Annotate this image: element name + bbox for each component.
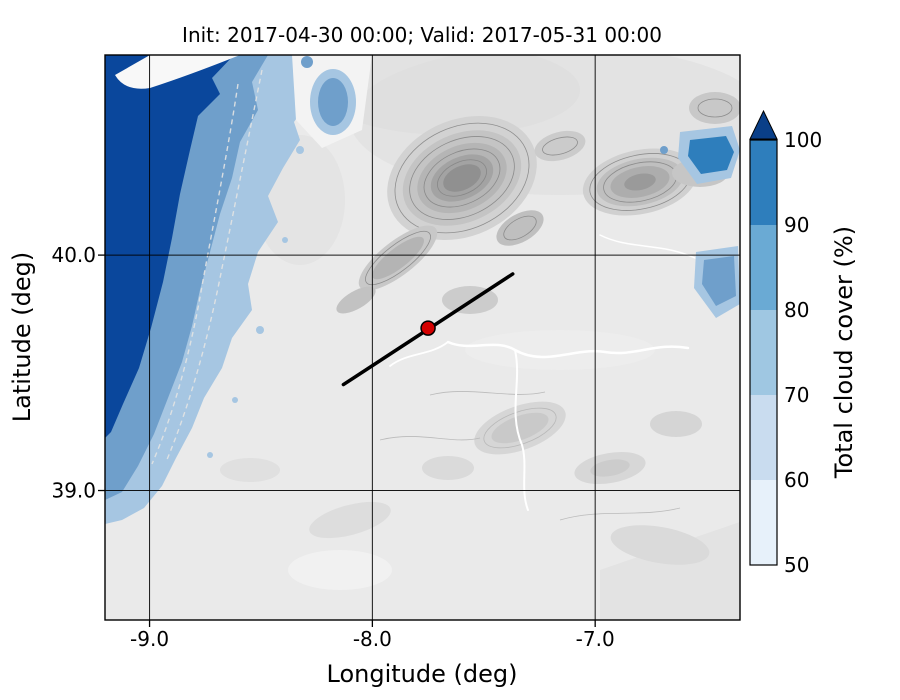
colorbar-tick-70: 70 bbox=[784, 383, 809, 407]
grid-lines bbox=[105, 55, 740, 620]
cloud-patch-top-right bbox=[660, 126, 740, 184]
mountain-cluster-b bbox=[582, 148, 698, 216]
colorbar-tick-100: 100 bbox=[784, 128, 822, 152]
ridge-nw-2 bbox=[336, 286, 376, 314]
mountain-ne-corner bbox=[689, 92, 740, 124]
chart-title: Init: 2017-04-30 00:00; Valid: 2017-05-3… bbox=[182, 23, 662, 47]
colorbar-tick-50: 50 bbox=[784, 553, 809, 577]
colorbar-seg-70-80 bbox=[750, 310, 777, 395]
ocean-full-cover bbox=[105, 55, 234, 438]
colorbar: 100 90 80 70 60 50 Total cloud cover (%) bbox=[749, 109, 858, 577]
colorbar-seg-90-100 bbox=[750, 140, 777, 225]
colorbar-outline bbox=[749, 139, 778, 566]
cloud-patch-right-edge bbox=[694, 246, 740, 318]
mountain-spur bbox=[496, 210, 544, 246]
x-axis-label: Longitude (deg) bbox=[327, 660, 518, 688]
colorbar-tick-60: 60 bbox=[784, 468, 809, 492]
colorbar-seg-80-90 bbox=[750, 225, 777, 310]
transect-marker bbox=[420, 320, 436, 336]
x-tick-label-0: -9.0 bbox=[130, 627, 169, 651]
y-tick-label-0: 40.0 bbox=[51, 243, 96, 267]
colorbar-tick-80: 80 bbox=[784, 298, 809, 322]
colorbar-seg-60-70 bbox=[750, 395, 777, 480]
mountain-between bbox=[534, 130, 586, 162]
y-tick-label-1: 39.0 bbox=[51, 479, 96, 503]
colorbar-tick-90: 90 bbox=[784, 213, 809, 237]
mountain-cluster-a bbox=[387, 115, 537, 241]
river-lines bbox=[389, 234, 696, 511]
colorbar-label: Total cloud cover (%) bbox=[830, 226, 858, 479]
southern-hills bbox=[220, 391, 710, 565]
colorbar-seg-50-60 bbox=[750, 480, 777, 565]
coast-white-wedge bbox=[115, 55, 240, 89]
map-area bbox=[105, 55, 740, 620]
ridge-nw bbox=[358, 225, 438, 291]
axis-ticks bbox=[98, 254, 596, 627]
cloud-speckles bbox=[207, 146, 304, 458]
x-tick-label-1: -8.0 bbox=[353, 627, 392, 651]
cloud-blob-top-middle bbox=[301, 56, 356, 135]
y-axis-label: Latitude (deg) bbox=[8, 252, 36, 422]
colorbar-extend-arrow bbox=[749, 109, 778, 140]
cloud-contour-dash-1 bbox=[165, 69, 263, 463]
x-tick-label-2: -7.0 bbox=[576, 627, 615, 651]
plot-frame bbox=[104, 54, 741, 621]
